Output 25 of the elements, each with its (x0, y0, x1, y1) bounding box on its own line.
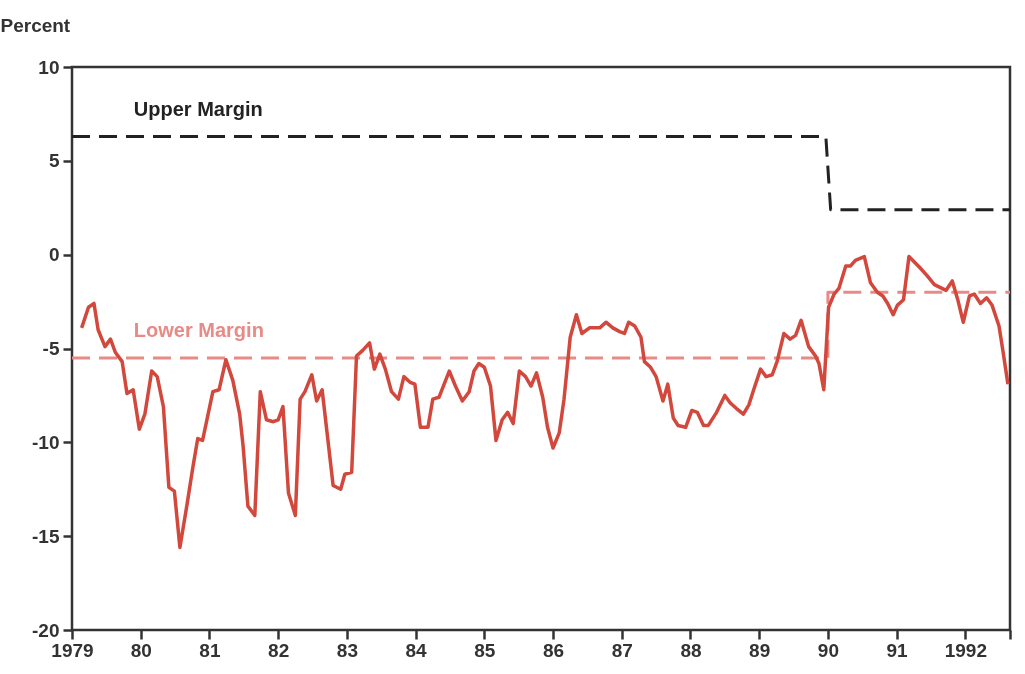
x-tick-label: 91 (886, 639, 909, 661)
x-tick-label: 86 (542, 639, 565, 661)
series-label: Lower Margin (133, 318, 264, 341)
x-tick-label: 1979 (51, 639, 94, 661)
x-tick-label: 84 (405, 639, 428, 661)
y-tick-label: -10 (32, 431, 60, 453)
x-tick-label: 83 (336, 639, 358, 661)
y-axis-title: Percent (0, 14, 71, 36)
x-tick-label: 90 (817, 639, 839, 661)
line-series (79, 254, 1010, 550)
x-tick-label: 89 (749, 639, 771, 661)
x-tick-label: 1992 (944, 639, 987, 661)
x-tick-label: 80 (130, 639, 152, 661)
y-tick-label: -5 (42, 338, 60, 359)
y-tick-label: -15 (32, 525, 60, 547)
x-tick-label: 88 (680, 639, 702, 661)
x-tick-label: 81 (199, 639, 221, 661)
y-tick-label: 10 (38, 56, 60, 78)
x-tick-label: 85 (474, 639, 496, 661)
x-tick-label: 87 (611, 639, 633, 661)
x-tick-label: 82 (268, 639, 290, 661)
y-tick-label: 0 (48, 244, 60, 266)
y-tick-label: 5 (48, 150, 60, 172)
y-tick-label: -20 (32, 619, 60, 641)
series-label: Upper Margin (133, 97, 263, 120)
